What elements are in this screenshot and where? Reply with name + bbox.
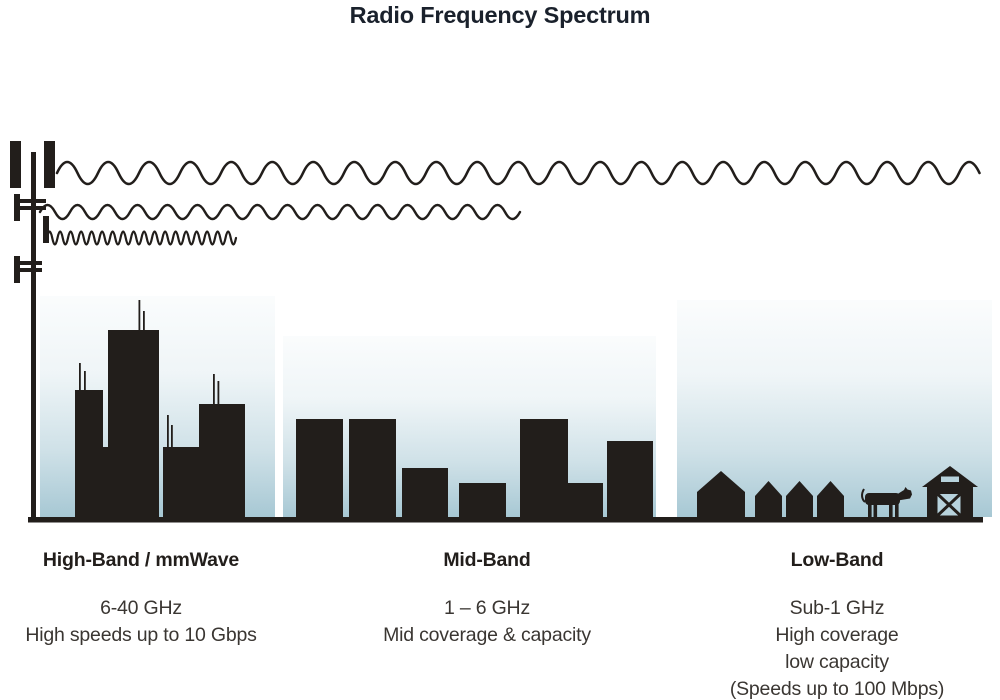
band-detail: Mid coverage & capacity: [383, 624, 591, 646]
tower-crossarm: [14, 268, 42, 272]
low-band-label-group: Low-Band Sub-1 GHz High coverage low cap…: [729, 549, 945, 700]
tower-pole: [31, 152, 36, 517]
band-detail: Sub-1 GHz: [789, 597, 885, 619]
ground-line: [28, 517, 983, 523]
mid-band-panel: [283, 336, 656, 517]
short-wavelength-wave: [45, 230, 238, 246]
antenna-panel: [10, 141, 21, 188]
page-title: Radio Frequency Spectrum: [349, 2, 651, 28]
antenna-unit: [14, 256, 20, 283]
tower-crossarm: [14, 261, 42, 265]
medium-wavelength-wave: [38, 203, 522, 221]
antenna-unit: [43, 216, 49, 243]
antenna-unit: [14, 194, 20, 221]
band-detail: (Speeds up to 100 Mbps): [729, 678, 945, 700]
band-detail: High speeds up to 10 Gbps: [25, 624, 257, 646]
band-detail: 1 – 6 GHz: [444, 597, 530, 619]
tower-crossarm: [14, 206, 46, 210]
band-title: High-Band / mmWave: [42, 549, 240, 571]
high-band-label-group: High-Band / mmWave 6-40 GHz High speeds …: [25, 549, 257, 649]
band-detail: High coverage: [775, 624, 899, 646]
high-band-panel: [40, 296, 275, 517]
band-title: Mid-Band: [443, 549, 531, 571]
tower-crossarm: [14, 199, 46, 203]
mid-band-label-group: Mid-Band 1 – 6 GHz Mid coverage & capaci…: [383, 550, 591, 649]
long-wavelength-wave: [55, 160, 981, 186]
band-title: Low-Band: [790, 549, 884, 571]
band-detail: 6-40 GHz: [100, 597, 182, 619]
antenna-panel: [44, 141, 55, 188]
low-band-panel: [677, 300, 992, 517]
band-detail: low capacity: [785, 651, 889, 673]
